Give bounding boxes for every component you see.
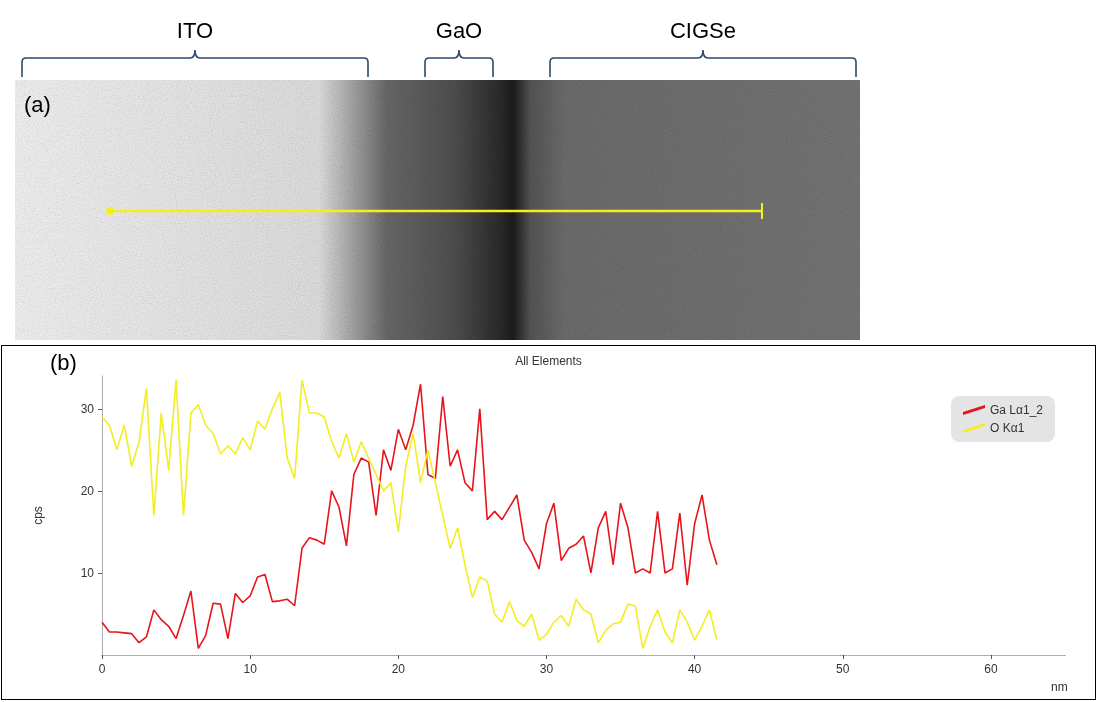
svg-text:cps: cps — [31, 506, 45, 525]
svg-text:30: 30 — [540, 662, 554, 676]
svg-text:30: 30 — [81, 402, 95, 416]
svg-text:ITO: ITO — [177, 18, 213, 43]
svg-text:10: 10 — [243, 662, 257, 676]
svg-text:20: 20 — [392, 662, 406, 676]
svg-text:GaO: GaO — [436, 18, 482, 43]
html-text:(b): (b) — [50, 350, 77, 375]
svg-text:(a): (a) — [24, 92, 51, 117]
svg-text:20: 20 — [81, 484, 95, 498]
svg-text:All Elements: All Elements — [515, 354, 582, 368]
svg-text:60: 60 — [984, 662, 998, 676]
svg-text:0: 0 — [99, 662, 106, 676]
svg-text:50: 50 — [836, 662, 850, 676]
svg-text:40: 40 — [688, 662, 702, 676]
svg-text:Ga Lα1_2: Ga Lα1_2 — [990, 403, 1043, 417]
svg-text:10: 10 — [81, 566, 95, 580]
svg-text:CIGSe: CIGSe — [670, 18, 736, 43]
svg-text:O Kα1: O Kα1 — [990, 421, 1025, 435]
svg-text:nm: nm — [1051, 680, 1068, 694]
